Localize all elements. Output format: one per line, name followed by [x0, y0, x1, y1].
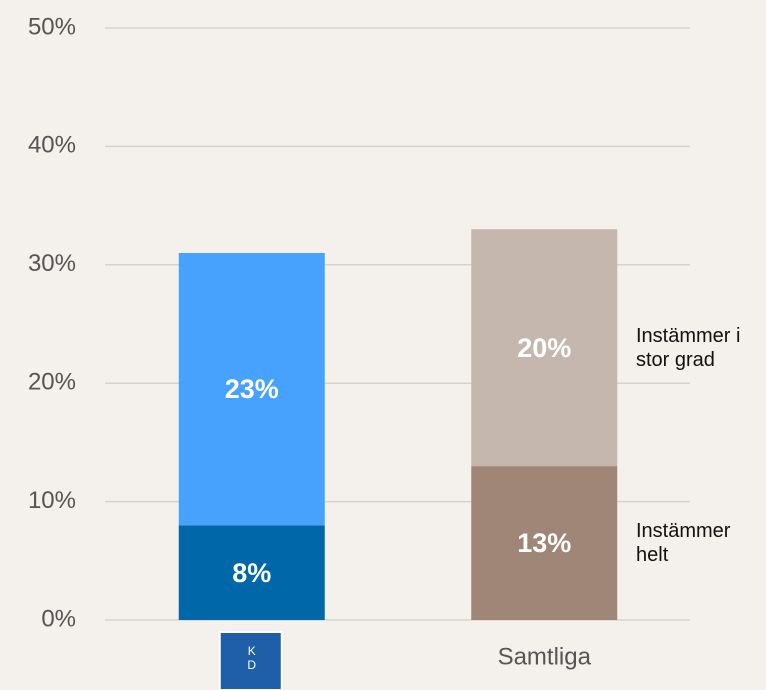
value-label: 8%: [232, 558, 271, 588]
y-tick-label: 40%: [28, 132, 76, 159]
value-label: 20%: [517, 333, 571, 363]
y-tick-label: 50%: [28, 13, 76, 40]
y-tick-label: 10%: [28, 487, 76, 514]
y-tick-label: 20%: [28, 369, 76, 396]
bar-segment: [471, 466, 618, 620]
bar-segment: [178, 252, 325, 526]
x-tick-label: Samtliga: [498, 643, 592, 670]
value-label: 23%: [225, 374, 279, 404]
bar-segment: [471, 229, 618, 467]
value-label: 13%: [517, 528, 571, 558]
y-tick-label: 0%: [41, 605, 76, 632]
logo-letter: D: [247, 658, 256, 672]
bar-segment: [178, 525, 325, 620]
legend-label: Instämmer helt: [636, 520, 731, 567]
legend-label: Instämmer i stor grad: [636, 324, 741, 371]
logo: [218, 631, 283, 690]
logo-letter: K: [248, 644, 256, 658]
y-tick-label: 30%: [28, 250, 76, 277]
